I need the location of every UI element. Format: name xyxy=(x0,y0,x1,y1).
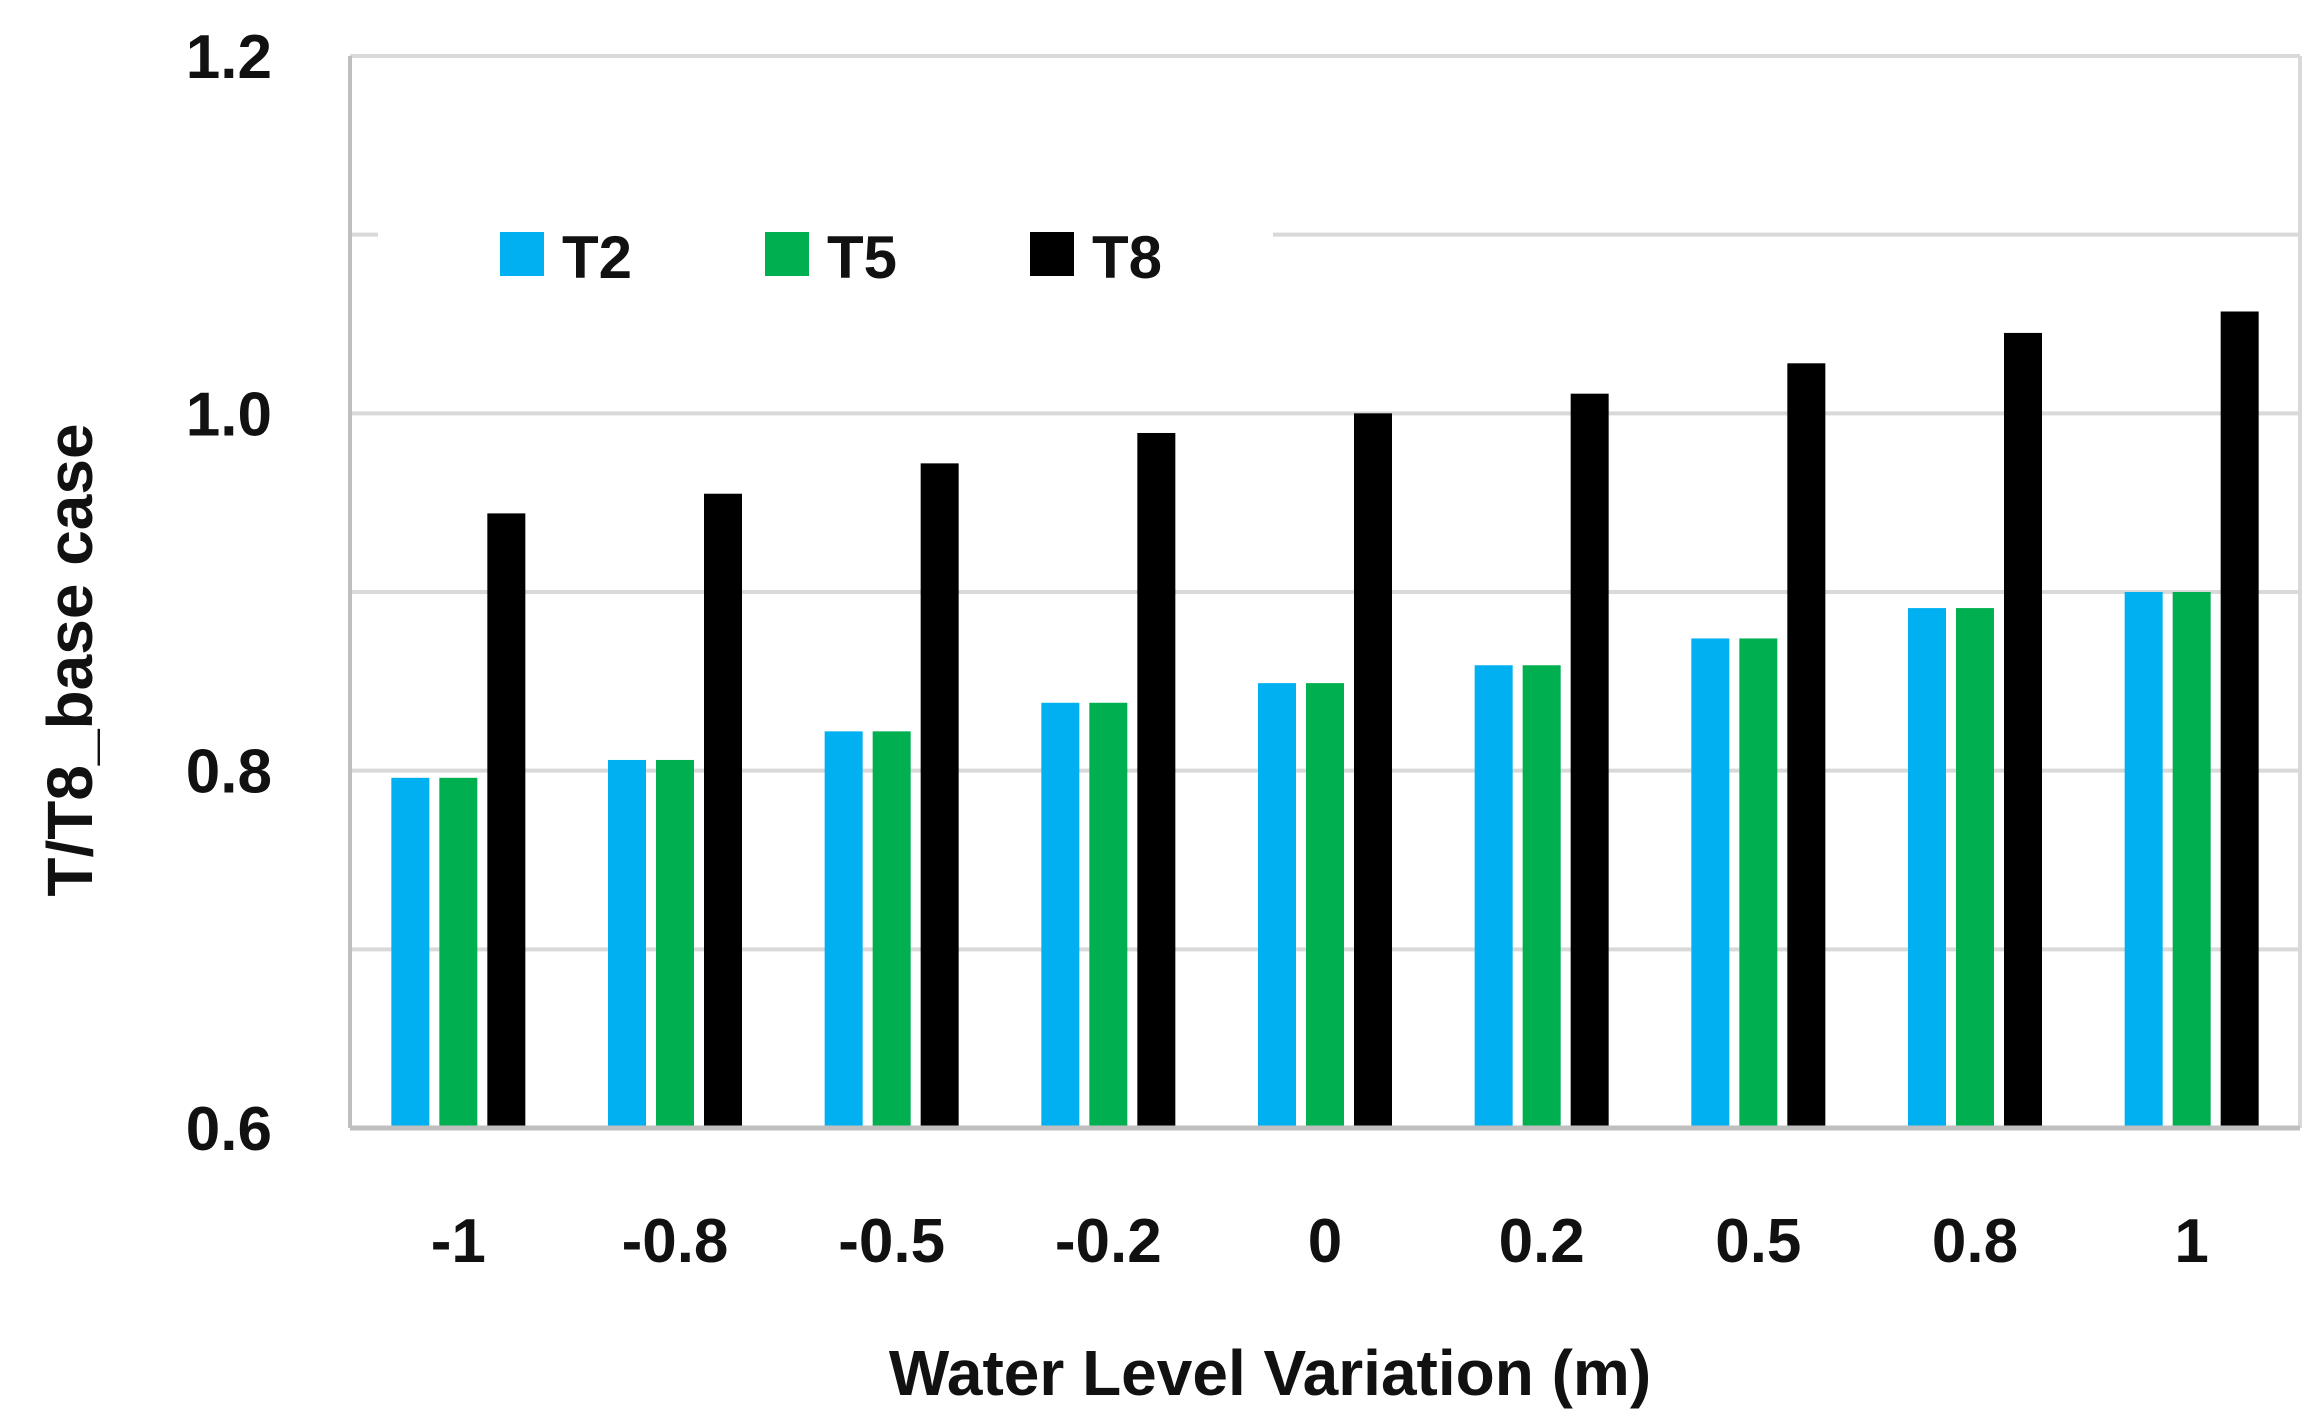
x-tick-labels: -1 -0.8 -0.5 -0.2 0 0.2 0.5 0.8 1 xyxy=(431,1207,2209,1276)
bar-t2-3 xyxy=(1041,702,1080,1128)
bar-t8-8 xyxy=(2220,311,2259,1128)
legend-label-t5: T5 xyxy=(827,224,897,291)
x-tick-label: -0.8 xyxy=(622,1207,729,1276)
y-tick-label: 1.0 xyxy=(186,380,272,449)
bar-t5-3 xyxy=(1089,702,1128,1128)
bar-t8-3 xyxy=(1137,432,1176,1128)
legend-swatch-t2 xyxy=(500,232,544,276)
x-axis-title: Water Level Variation (m) xyxy=(889,1337,1651,1409)
bars xyxy=(391,311,2259,1129)
y-tick-label: 1.2 xyxy=(186,23,272,92)
bar-t8-1 xyxy=(704,493,742,1128)
x-tick-label: 0.2 xyxy=(1499,1207,1585,1276)
bar-t2-7 xyxy=(1908,608,1946,1128)
bar-t5-8 xyxy=(2172,592,2211,1128)
legend-swatch-t8 xyxy=(1030,232,1074,276)
bar-t2-4 xyxy=(1258,683,1296,1128)
y-tick-label: 0.8 xyxy=(186,738,272,807)
x-tick-label: 0.8 xyxy=(1932,1207,2018,1276)
y-tick-labels: 0.6 0.8 1.0 1.2 xyxy=(186,23,272,1164)
bar-t8-2 xyxy=(920,463,959,1128)
legend-swatch-t5 xyxy=(765,232,809,276)
x-tick-label: -0.2 xyxy=(1055,1207,1162,1276)
x-tick-label: 0 xyxy=(1308,1207,1342,1276)
x-tick-label: 1 xyxy=(2174,1207,2208,1276)
legend-label-t2: T2 xyxy=(562,224,632,291)
x-tick-label: -1 xyxy=(431,1207,486,1276)
bar-t8-5 xyxy=(1570,393,1609,1128)
x-tick-label: 0.5 xyxy=(1715,1207,1801,1276)
bar-t2-1 xyxy=(608,759,646,1128)
bar-t2-5 xyxy=(1474,665,1513,1128)
bar-t2-8 xyxy=(2124,592,2163,1128)
bar-t5-7 xyxy=(1956,608,1994,1128)
bar-t5-4 xyxy=(1306,683,1344,1128)
bar-t5-0 xyxy=(439,777,478,1128)
bar-t5-5 xyxy=(1522,665,1561,1128)
legend-label-t8: T8 xyxy=(1092,224,1162,291)
bar-t8-4 xyxy=(1354,413,1392,1128)
legend: T2 T5 T8 xyxy=(378,200,1273,310)
bar-t8-7 xyxy=(2004,332,2042,1128)
x-tick-label: -0.5 xyxy=(838,1207,945,1276)
y-axis-title: T/T8_base case xyxy=(34,423,106,896)
bar-t2-6 xyxy=(1691,638,1730,1128)
bar-t5-6 xyxy=(1739,638,1778,1128)
bar-t2-2 xyxy=(824,731,863,1128)
bar-t8-6 xyxy=(1787,363,1826,1129)
bar-t2-0 xyxy=(391,777,430,1128)
bar-t5-2 xyxy=(872,731,911,1128)
y-tick-label: 0.6 xyxy=(186,1095,272,1164)
axes xyxy=(348,56,2302,1131)
bar-t5-1 xyxy=(656,759,694,1128)
bar-t8-0 xyxy=(487,513,526,1128)
